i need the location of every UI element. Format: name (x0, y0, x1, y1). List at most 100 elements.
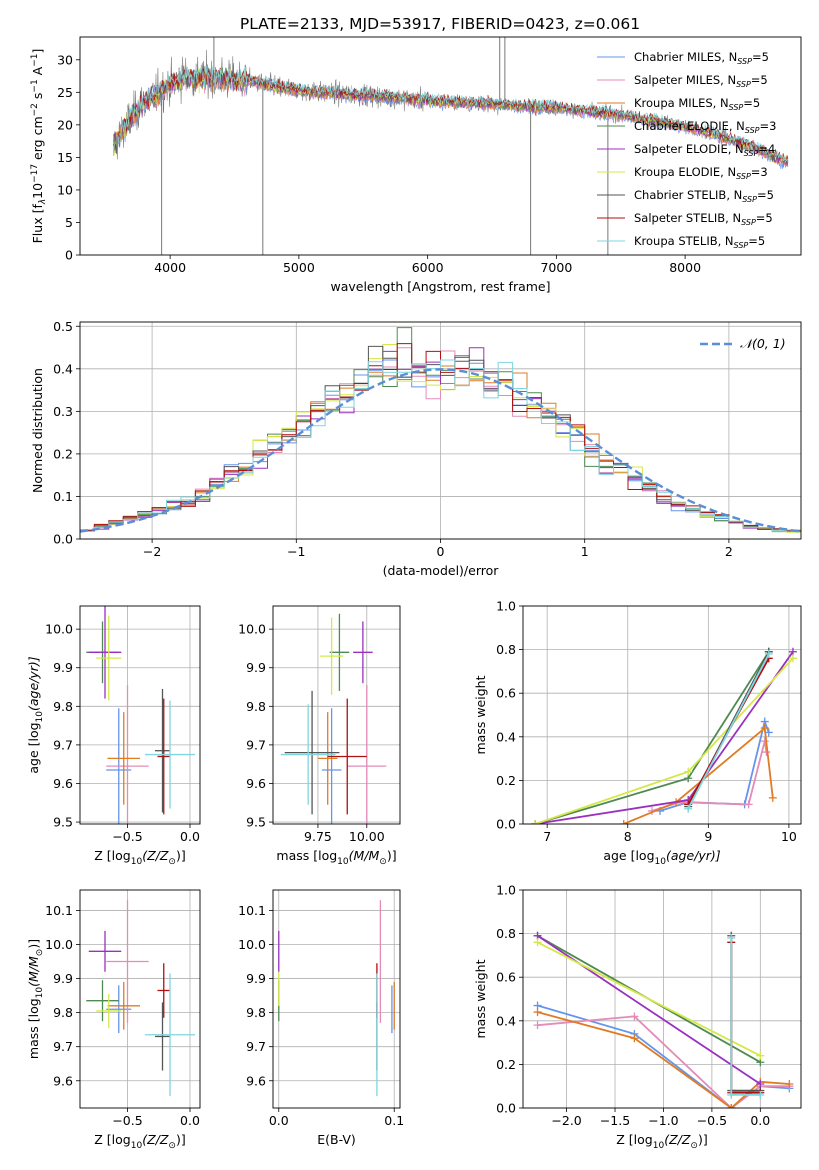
y-tick-label: 10 (57, 182, 73, 197)
y-tick-label: 9.5 (246, 815, 266, 830)
y-tick-label: 9.6 (246, 776, 266, 791)
axes-weight-vs-age: 7 8 9 10 0.0 0.2 0.4 0.6 0.8 1.0 age [log10(age/yr… (473, 599, 802, 867)
weight-marker (788, 654, 797, 663)
axes-frame (272, 605, 401, 825)
weight-marker (760, 724, 769, 733)
y-tick-label: 10.1 (238, 903, 266, 918)
weight-marker (684, 767, 693, 776)
y-tick-label: 0.5 (53, 319, 73, 334)
x-tick-label: −2 (143, 544, 161, 559)
plot-area (86, 606, 195, 824)
x-axis-label: E(B-V) (317, 1132, 356, 1147)
y-tick-label: 10.1 (45, 903, 73, 918)
y-tick-label: 25 (57, 85, 73, 100)
y-tick-label: 1.0 (496, 883, 516, 898)
legend-entry: Kroupa STELIB, NSSP=5 (634, 234, 765, 250)
weight-series-kroupa-elodie (531, 654, 797, 824)
axes-frame (272, 889, 401, 1109)
y-axis-label: age [log10(age/yr)] (26, 656, 45, 773)
y-axis-label: Flux [fλ10−17 erg cm−2 s−1 A−1] (30, 49, 48, 244)
weight-marker (727, 933, 736, 942)
y-axis-label: mass weight (473, 675, 488, 754)
errorbar-point-chabrier-elodie (86, 980, 119, 1022)
y-tick-label: 9.5 (53, 815, 73, 830)
y-tick-label: 9.8 (246, 699, 266, 714)
errorbar-point-chabrier-stelib (155, 1002, 170, 1071)
axes-frame (522, 889, 802, 1109)
y-tick-label: 9.8 (246, 1005, 266, 1020)
weight-line (659, 718, 770, 812)
x-axis-label: Z [log10(Z/Z⊙)] (94, 1132, 185, 1151)
weight-line (730, 938, 761, 1096)
x-axis-label: mass [log10(M/M⊙)] (276, 848, 396, 867)
y-tick-label: 0.1 (53, 489, 73, 504)
weight-line (687, 653, 770, 810)
weight-series-chabrier-elodie (531, 647, 773, 824)
errorbar-point-kroupa-stelib (145, 973, 195, 1097)
axes-weight-vs-Z: −2.0 −1.5 −1.0 −0.5 0.0 0.0 0.2 0.4 0.6 0.8 1.0 Z [… (473, 883, 802, 1151)
y-tick-label: 0.0 (496, 1101, 516, 1116)
y-tick-label: 20 (57, 117, 73, 132)
weight-marker (785, 1080, 794, 1089)
y-tick-label: 0.6 (496, 970, 516, 985)
legend: 𝒩(0, 1) (700, 336, 786, 351)
y-tick-label: 9.9 (53, 971, 73, 986)
y-tick-label: 9.9 (53, 660, 73, 675)
ticks: 7 8 9 10 0.0 0.2 0.4 0.6 0.8 1.0 (496, 599, 797, 845)
axes-frame (79, 36, 802, 256)
x-axis-label: wavelength [Angstrom, rest frame] (330, 279, 550, 294)
plot-area (80, 327, 801, 539)
weight-marker (727, 1104, 736, 1108)
errorbar-point-kroupa-elodie (96, 615, 122, 701)
x-tick-label: 8 (624, 829, 632, 844)
legend-entry: Salpeter STELIB, NSSP=5 (634, 211, 773, 227)
ticks: 4000 5000 6000 7000 8000 0 5 10 15 20 25 30 (57, 52, 701, 275)
errorbar-point-chabrier-stelib (155, 688, 170, 813)
y-tick-label: 10.0 (238, 937, 266, 952)
gaussian-curve (80, 368, 801, 533)
weight-marker (727, 1090, 736, 1099)
weight-marker (768, 793, 777, 802)
weight-marker (533, 1021, 542, 1030)
x-axis-label: Z [log10(Z/Z⊙)] (616, 1132, 707, 1151)
x-axis-label: Z [log10(Z/Z⊙)] (94, 848, 185, 867)
y-tick-label: 10.0 (45, 622, 73, 637)
y-tick-label: 9.6 (246, 1073, 266, 1088)
ticks: −0.5 0.0 9.5 9.6 9.7 9.8 9.9 10.0 (45, 622, 200, 844)
weight-line (534, 651, 770, 824)
plot-area (278, 900, 395, 1097)
errorbar-point-salpeter-stelib (327, 698, 367, 815)
y-tick-label: 5 (65, 215, 73, 230)
y-tick-label: 9.6 (53, 1073, 73, 1088)
y-tick-label: 0.8 (496, 926, 516, 941)
axes-residual-histogram: −2 −1 0 1 2 0.0 0.1 0.2 0.3 0.4 0.5 (data-model)/er… (30, 319, 802, 578)
errorbar-point-chabrier-miles (321, 708, 342, 824)
weight-marker (533, 1008, 542, 1017)
x-tick-label: 10.00 (349, 829, 385, 844)
errorbar-point-kroupa-stelib (145, 700, 195, 809)
weight-line (537, 935, 761, 1085)
weight-series-kroupa-miles (533, 1008, 794, 1108)
model-spectrum-kroupa-stelib (113, 65, 789, 161)
errorbar-point-kroupa-elodie (319, 617, 344, 695)
axes-age-vs-mass: 9.75 10.00 9.5 9.6 9.7 9.8 9.9 10.0 mass [log10(… (238, 605, 401, 867)
weight-line (730, 942, 761, 1094)
x-tick-label: 0.1 (384, 1113, 404, 1128)
y-axis-label: Normed distribution (30, 368, 45, 493)
weight-series-salpeter-stelib (727, 938, 765, 1097)
grid (273, 606, 400, 824)
x-tick-label: −1.0 (648, 1113, 678, 1128)
y-tick-label: 0.4 (53, 361, 73, 376)
x-tick-label: 0.0 (180, 829, 200, 844)
axes-frame (79, 889, 201, 1109)
errorbar-point-salpeter-stelib (157, 963, 170, 1018)
legend-entry: Chabrier STELIB, NSSP=5 (634, 188, 774, 204)
errorbar-point-salpeter-miles (347, 685, 387, 824)
x-tick-label: −0.5 (112, 829, 142, 844)
weight-line (537, 1015, 790, 1108)
y-tick-label: 0.2 (53, 446, 73, 461)
plot-area (531, 647, 797, 824)
x-tick-label: 7 (543, 829, 551, 844)
axes-age-vs-Z: −0.5 0.0 9.5 9.6 9.7 9.8 9.9 10.0 Z [log10(Z/Z⊙)… (26, 605, 201, 867)
